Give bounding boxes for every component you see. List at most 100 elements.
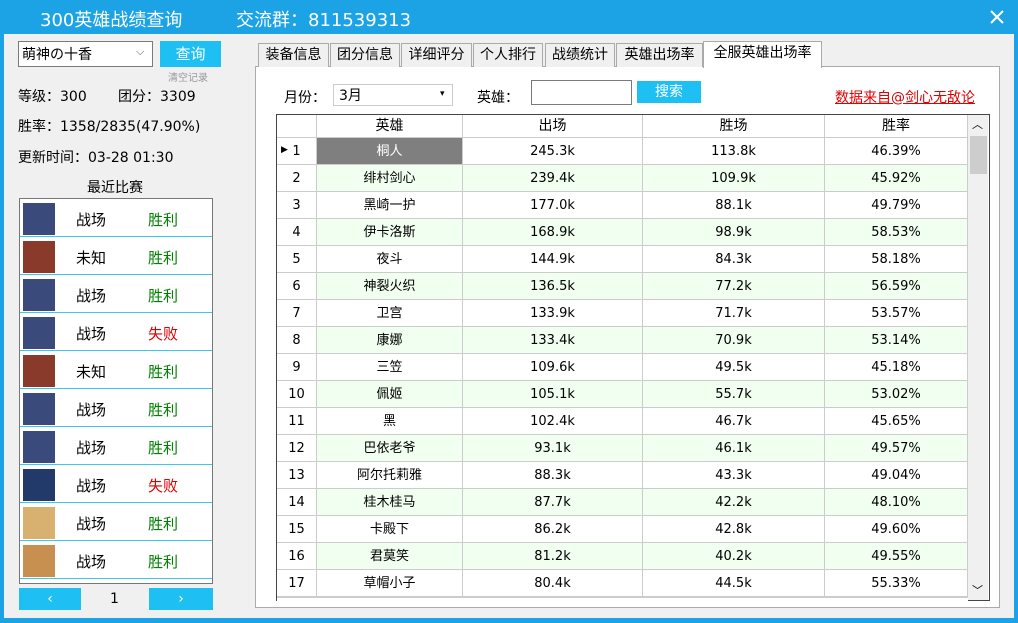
table-cell: 48.10% <box>825 489 968 516</box>
table-cell: 49.60% <box>825 516 968 543</box>
match-mode: 战场 <box>76 439 107 457</box>
table-cell: 45.65% <box>825 408 968 435</box>
table-cell: 45.92% <box>825 165 968 192</box>
row-number: 1 <box>277 138 317 165</box>
row-number: 16 <box>277 543 317 570</box>
search-button[interactable]: 搜索 <box>637 81 701 103</box>
query-button[interactable]: 查询 <box>160 41 221 67</box>
table-cell: 绯村剑心 <box>317 165 463 192</box>
row-number: 4 <box>277 219 317 246</box>
table-cell: 53.57% <box>825 300 968 327</box>
player-select[interactable]: 萌神の十香 <box>18 41 153 67</box>
match-mode: 战场 <box>76 515 107 533</box>
hero-avatar <box>23 545 55 577</box>
row-number: 17 <box>277 570 317 597</box>
tab[interactable]: 装备信息 <box>258 43 329 67</box>
score: 团分：3309 <box>118 89 196 105</box>
table-cell: 144.9k <box>463 246 643 273</box>
table-cell: 55.33% <box>825 570 968 597</box>
match-result: 胜利 <box>148 401 179 419</box>
table-cell: 53.14% <box>825 327 968 354</box>
scroll-down[interactable]: ﹀ <box>972 584 983 597</box>
table-cell: 阿尔托莉雅 <box>317 462 463 489</box>
table-cell: 93.1k <box>463 435 643 462</box>
tab[interactable]: 英雄出场率 <box>616 43 703 67</box>
tab[interactable]: 详细评分 <box>401 43 472 67</box>
table-cell: 109.9k <box>643 165 825 192</box>
table-cell: 夜斗 <box>317 246 463 273</box>
table-cell: 133.4k <box>463 327 643 354</box>
table-cell: 84.3k <box>643 246 825 273</box>
level: 等级：300 <box>18 89 87 105</box>
winrate: 胜率：1358/2835(47.90%) <box>18 119 201 135</box>
table-cell: 86.2k <box>463 516 643 543</box>
table-cell: 49.04% <box>825 462 968 489</box>
match-result: 胜利 <box>148 287 179 305</box>
scroll-thumb[interactable] <box>970 136 987 174</box>
header-corner <box>277 115 317 138</box>
row-number: 6 <box>277 273 317 300</box>
data-source[interactable]: 数据来自@剑心无敌论 <box>835 90 975 106</box>
tab[interactable]: 个人排行 <box>473 43 543 67</box>
scroll-up[interactable]: ︿ <box>972 118 983 131</box>
table-cell: 56.59% <box>825 273 968 300</box>
hero-avatar <box>23 203 55 235</box>
table-cell: 53.02% <box>825 381 968 408</box>
match-mode: 战场 <box>76 401 107 419</box>
table-cell: 77.2k <box>643 273 825 300</box>
match-result: 失败 <box>148 325 179 343</box>
table-cell: 49.55% <box>825 543 968 570</box>
prev-page[interactable]: ‹ <box>19 588 81 610</box>
table-cell: 55.7k <box>643 381 825 408</box>
table-cell: 黑 <box>317 408 463 435</box>
table-cell: 81.2k <box>463 543 643 570</box>
column-header: 胜率 <box>825 115 968 138</box>
table-cell: 88.1k <box>643 192 825 219</box>
match-result: 胜利 <box>148 211 179 229</box>
table-cell: 君莫笑 <box>317 543 463 570</box>
month-select[interactable]: 3月 <box>333 84 453 106</box>
row-number: 10 <box>277 381 317 408</box>
table-cell: 113.8k <box>643 138 825 165</box>
hero-avatar <box>23 355 55 387</box>
table-cell: 70.9k <box>643 327 825 354</box>
hero-avatar <box>23 431 55 463</box>
dropdown-arrow: ⌵ <box>136 45 145 58</box>
table-cell: 46.7k <box>643 408 825 435</box>
table-cell: 伊卡洛斯 <box>317 219 463 246</box>
row-number: 11 <box>277 408 317 435</box>
hero-input[interactable] <box>531 80 632 105</box>
table-cell: 58.53% <box>825 219 968 246</box>
match-mode: 战场 <box>76 325 107 343</box>
next-page[interactable]: › <box>149 588 213 610</box>
partial-row <box>277 597 968 601</box>
group-info: 交流群：811539313 <box>236 10 412 31</box>
tab[interactable]: 全服英雄出场率 <box>703 41 822 68</box>
page-number: 1 <box>110 591 119 607</box>
match-row <box>20 314 212 351</box>
table-cell: 42.2k <box>643 489 825 516</box>
close-button[interactable] <box>990 10 1004 24</box>
table-cell: 105.1k <box>463 381 643 408</box>
table-cell: 45.18% <box>825 354 968 381</box>
tab[interactable]: 团分信息 <box>330 43 400 67</box>
row-number: 5 <box>277 246 317 273</box>
table-cell: 43.3k <box>643 462 825 489</box>
table-cell: 88.3k <box>463 462 643 489</box>
match-result: 胜利 <box>148 363 179 381</box>
row-indicator: ▶ <box>281 145 288 155</box>
table-cell: 康娜 <box>317 327 463 354</box>
row-number: 3 <box>277 192 317 219</box>
match-row <box>20 276 212 313</box>
clear-link[interactable]: 清空记录 <box>168 73 208 84</box>
table-cell: 神裂火织 <box>317 273 463 300</box>
match-row <box>20 352 212 389</box>
table-cell: 109.6k <box>463 354 643 381</box>
table-cell: 草帽小子 <box>317 570 463 597</box>
tab[interactable]: 战绩统计 <box>545 43 615 67</box>
table-cell: 桂木桂马 <box>317 489 463 516</box>
match-mode: 战场 <box>76 211 107 229</box>
row-number: 2 <box>277 165 317 192</box>
match-mode: 战场 <box>76 287 107 305</box>
row-number: 7 <box>277 300 317 327</box>
